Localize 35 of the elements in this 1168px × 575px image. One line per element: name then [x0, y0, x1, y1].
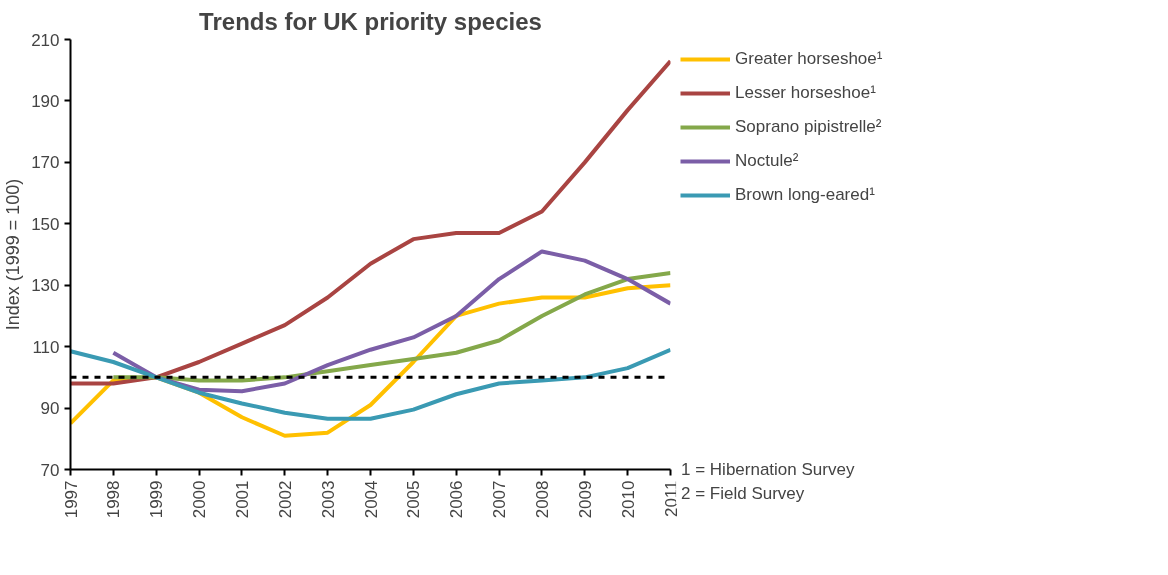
x-tick-label: 2008 [532, 480, 552, 519]
x-tick-label: 2000 [190, 480, 210, 519]
y-tick-label: 90 [40, 399, 60, 419]
x-tick-label: 2004 [361, 480, 381, 519]
text: 2 = Field Survey [681, 484, 805, 504]
x-tick-label: 2007 [490, 480, 510, 519]
y-tick-label: 130 [31, 276, 60, 296]
legend-label: Noctule² [735, 151, 799, 171]
x-tick-label: 2001 [232, 480, 252, 519]
x-tick-label: 2009 [575, 480, 595, 519]
line-series [111, 249, 671, 394]
line-series [70, 59, 671, 386]
y-tick-label: 210 [31, 30, 60, 50]
text: 1 = Hibernation Survey [681, 460, 855, 480]
x-tick-label: 1999 [147, 480, 167, 519]
legend-label: Lesser horseshoe¹ [735, 83, 876, 103]
legend-label: Greater horseshoe¹ [735, 49, 883, 69]
x-tick-label: 2006 [447, 480, 467, 519]
x-tick-label: 2010 [618, 480, 638, 519]
y-tick-label: 170 [31, 153, 60, 173]
y-tick-label: 190 [31, 91, 60, 111]
chart-title: Trends for UK priority species [199, 7, 542, 35]
x-tick-label: 2005 [404, 480, 424, 519]
line-series [70, 347, 671, 421]
x-tick-label: 2002 [275, 480, 295, 519]
y-tick-label: 110 [32, 337, 60, 357]
legend-label: Soprano pipistrelle² [735, 117, 882, 137]
y-axis-title: Index (1999 = 100) [3, 178, 24, 331]
y-tick-label: 150 [31, 214, 60, 234]
x-tick-label: 2003 [318, 480, 338, 519]
y-tick-label: 70 [40, 460, 60, 480]
x-tick-label: 2011 [661, 480, 681, 518]
x-tick-label: 1997 [61, 480, 81, 519]
x-tick-label: 1998 [104, 480, 124, 519]
legend-label: Brown long-eared¹ [735, 185, 875, 205]
